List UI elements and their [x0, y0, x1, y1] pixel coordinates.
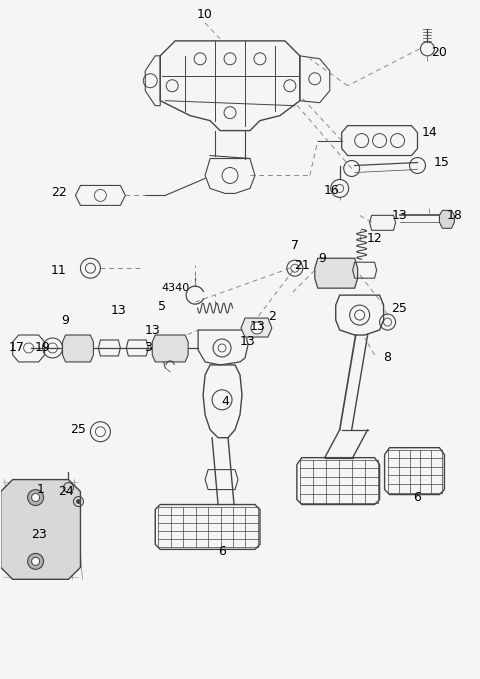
Circle shape	[76, 500, 81, 504]
Text: 9: 9	[318, 252, 326, 265]
Text: 25: 25	[71, 423, 86, 436]
Text: 13: 13	[144, 323, 160, 337]
Circle shape	[32, 494, 39, 502]
Text: 1: 1	[36, 483, 45, 496]
Text: 4: 4	[221, 395, 229, 408]
Text: 10: 10	[197, 8, 213, 22]
Text: 13: 13	[110, 304, 126, 316]
Polygon shape	[439, 210, 455, 228]
Text: 6: 6	[414, 491, 421, 504]
Text: 23: 23	[31, 528, 47, 541]
Text: 14: 14	[421, 126, 437, 139]
Text: 17: 17	[9, 342, 24, 354]
Text: 3: 3	[144, 342, 152, 354]
Polygon shape	[241, 318, 272, 337]
Polygon shape	[315, 258, 358, 288]
Text: 25: 25	[392, 301, 408, 314]
Text: 21: 21	[294, 259, 310, 272]
Text: 4340: 4340	[161, 283, 189, 293]
Circle shape	[32, 557, 39, 566]
Polygon shape	[152, 335, 188, 362]
Text: 22: 22	[51, 186, 66, 199]
Text: 11: 11	[51, 263, 66, 277]
Circle shape	[28, 490, 44, 506]
Text: 5: 5	[158, 299, 166, 312]
Text: 8: 8	[384, 352, 392, 365]
Text: 19: 19	[35, 342, 50, 354]
Text: 13: 13	[250, 320, 266, 333]
Text: 24: 24	[58, 485, 73, 498]
Text: 12: 12	[367, 232, 383, 245]
Polygon shape	[62, 335, 94, 362]
Text: 20: 20	[432, 46, 447, 59]
Polygon shape	[0, 479, 81, 579]
Text: 9: 9	[61, 314, 70, 327]
Circle shape	[28, 553, 44, 569]
Text: 2: 2	[268, 310, 276, 323]
Text: 15: 15	[433, 156, 449, 169]
Text: 13: 13	[392, 209, 408, 222]
Text: 13: 13	[240, 335, 256, 348]
Text: 6: 6	[218, 545, 226, 558]
Circle shape	[251, 322, 263, 334]
Text: 18: 18	[446, 209, 462, 222]
Text: 16: 16	[324, 184, 340, 197]
Text: 7: 7	[291, 239, 299, 252]
